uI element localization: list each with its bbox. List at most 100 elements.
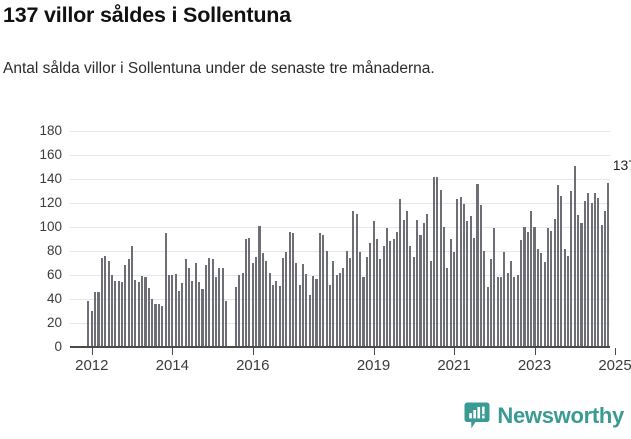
x-axis-tick-label: 2019 bbox=[356, 357, 391, 374]
bar bbox=[359, 252, 362, 347]
bar bbox=[335, 275, 338, 347]
highlight-value-label: 137 bbox=[612, 156, 631, 173]
bar bbox=[429, 260, 432, 347]
bar-series bbox=[70, 131, 610, 347]
y-axis-tick-label: 0 bbox=[54, 339, 62, 354]
bar bbox=[268, 272, 271, 347]
bar bbox=[238, 275, 241, 347]
bar bbox=[188, 267, 191, 347]
bar bbox=[241, 272, 244, 347]
bar bbox=[117, 281, 120, 347]
bar bbox=[308, 295, 311, 347]
bar bbox=[379, 259, 382, 347]
bar bbox=[191, 281, 194, 347]
bar bbox=[154, 303, 157, 347]
bar bbox=[493, 228, 496, 347]
bar bbox=[131, 246, 134, 347]
y-axis-tick-label: 80 bbox=[46, 243, 62, 258]
bar bbox=[459, 197, 462, 347]
bar bbox=[144, 277, 147, 347]
y-axis-tick-label: 100 bbox=[39, 219, 62, 234]
bar bbox=[312, 276, 315, 347]
bar bbox=[184, 259, 187, 347]
bar bbox=[322, 235, 325, 347]
bar bbox=[416, 219, 419, 347]
gridline bbox=[70, 155, 610, 156]
bar bbox=[476, 183, 479, 347]
bar bbox=[292, 233, 295, 347]
bar bbox=[167, 275, 170, 347]
bar bbox=[446, 267, 449, 347]
bar bbox=[100, 258, 103, 347]
y-axis-tick-label: 180 bbox=[39, 123, 62, 138]
bar bbox=[530, 211, 533, 347]
bar bbox=[573, 165, 576, 347]
bar bbox=[593, 193, 596, 347]
bar bbox=[556, 185, 560, 347]
bar bbox=[526, 231, 529, 347]
bar bbox=[597, 198, 600, 347]
page-title: 137 villor såldes i Sollentuna bbox=[3, 3, 291, 27]
x-axis-tick-label: 2023 bbox=[517, 357, 552, 374]
bar bbox=[395, 231, 399, 347]
bar bbox=[221, 267, 224, 347]
gridline bbox=[70, 251, 610, 252]
bar bbox=[345, 251, 348, 347]
x-axis-tick bbox=[454, 348, 456, 355]
bar bbox=[546, 228, 549, 347]
bar bbox=[449, 239, 452, 347]
gridline bbox=[70, 203, 610, 204]
bar bbox=[342, 267, 345, 347]
bar bbox=[406, 211, 409, 347]
bar bbox=[513, 277, 516, 347]
x-axis-tick bbox=[373, 348, 375, 355]
bar bbox=[362, 277, 365, 347]
bar bbox=[285, 252, 288, 347]
bar bbox=[278, 285, 281, 347]
bar bbox=[583, 200, 586, 347]
bar bbox=[510, 260, 513, 347]
newsworthy-logo[interactable]: Newsworthy bbox=[464, 402, 624, 429]
bar bbox=[107, 260, 110, 347]
bar bbox=[214, 277, 217, 347]
bar bbox=[399, 199, 402, 347]
bar bbox=[110, 275, 113, 347]
bar bbox=[137, 282, 140, 347]
bar bbox=[372, 221, 375, 347]
bar bbox=[419, 235, 422, 347]
bar bbox=[332, 260, 335, 347]
bar bbox=[271, 284, 274, 347]
bar bbox=[469, 216, 472, 347]
page-subtitle: Antal sålda villor i Sollentuna under de… bbox=[3, 60, 435, 77]
plot-area bbox=[70, 131, 610, 347]
bar bbox=[281, 258, 285, 347]
bar bbox=[255, 257, 258, 347]
bar bbox=[318, 233, 321, 347]
bar bbox=[523, 227, 526, 347]
bar bbox=[261, 253, 264, 347]
bar bbox=[275, 281, 278, 347]
bar bbox=[409, 246, 412, 347]
y-axis-tick-label: 40 bbox=[46, 291, 62, 306]
bar bbox=[389, 241, 392, 347]
bar bbox=[90, 311, 93, 347]
bar-chart-speech-bubble-icon bbox=[464, 402, 490, 429]
bar bbox=[412, 257, 415, 347]
bar bbox=[87, 301, 90, 347]
bar bbox=[560, 195, 563, 347]
x-axis-ticks bbox=[0, 348, 631, 356]
x-axis-tick bbox=[172, 348, 174, 355]
bar bbox=[536, 248, 539, 347]
bar bbox=[590, 203, 593, 347]
x-axis-tick bbox=[91, 348, 93, 355]
gridline bbox=[70, 227, 610, 228]
y-axis-tick-label: 20 bbox=[46, 315, 62, 330]
bar bbox=[479, 205, 482, 347]
x-axis-labels: 2012 2014 2016 2019 2021 2023 2025 bbox=[0, 357, 631, 381]
bar bbox=[328, 284, 331, 347]
gridline bbox=[70, 179, 610, 180]
y-axis-tick-label: 140 bbox=[39, 171, 62, 186]
bar bbox=[503, 252, 506, 347]
bar bbox=[151, 299, 154, 347]
bar bbox=[442, 227, 445, 347]
